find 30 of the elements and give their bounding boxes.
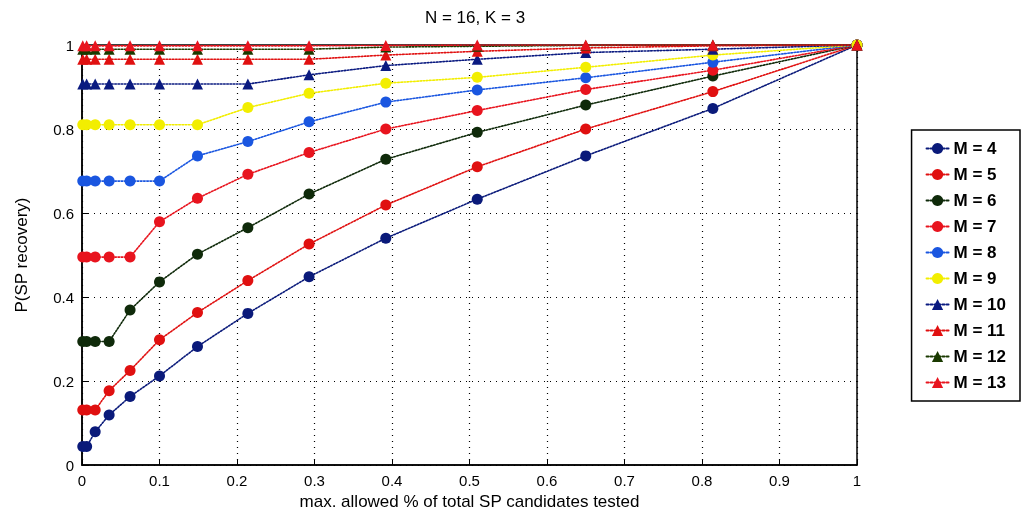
x-tick-label: 0.6 (536, 472, 558, 489)
legend-label: M = 5 (953, 165, 997, 184)
y-tick-label: 0.4 (53, 288, 74, 306)
legend-label: M = 8 (953, 243, 997, 262)
y-axis-title: P(SP recovery) (12, 197, 31, 313)
x-tick-label: 0.7 (614, 472, 635, 489)
x-tick-label: 0.9 (769, 472, 790, 489)
y-tick-label: 0.6 (53, 204, 74, 222)
legend-label: M = 7 (953, 217, 997, 236)
y-tick-label: 1 (65, 36, 74, 54)
y-tick-label: 0.2 (53, 372, 74, 390)
chart-title: N = 16, K = 3 (424, 8, 526, 27)
x-tick-label: 0.3 (304, 472, 325, 489)
x-tick-label: 0 (77, 472, 87, 489)
x-tick-label: 0.5 (459, 472, 480, 489)
legend-label: M = 4 (953, 139, 998, 158)
x-tick-label: 0.4 (381, 472, 403, 489)
x-tick-label: 0.2 (226, 472, 248, 489)
legend-label: M = 9 (953, 269, 997, 288)
legend-label: M = 11 (953, 321, 1006, 340)
x-axis-title: max. allowed % of total SP candidates tested (299, 491, 640, 511)
legend-label: M = 10 (953, 295, 1007, 314)
legend-label: M = 12 (953, 347, 1007, 366)
y-tick-label: 0 (65, 456, 74, 474)
legend-label: M = 13 (953, 373, 1007, 392)
x-tick-label: 0.8 (691, 472, 713, 489)
x-tick-label: 0.1 (149, 472, 170, 489)
x-tick-label: 1 (852, 472, 862, 489)
y-tick-label: 0.8 (53, 120, 74, 138)
legend-label: M = 6 (953, 191, 997, 210)
